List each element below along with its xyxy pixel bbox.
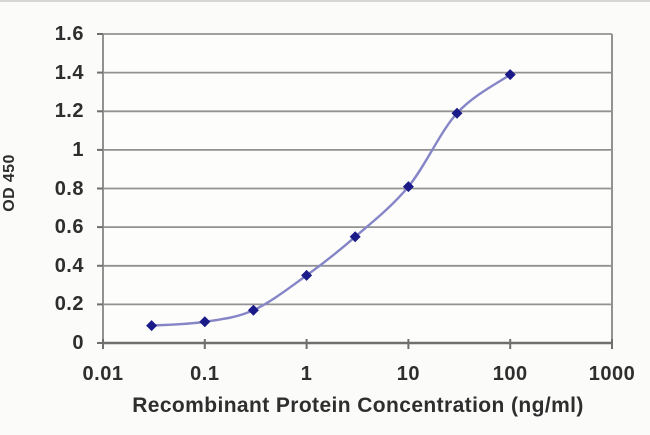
y-tick-label: 0.6	[54, 216, 84, 239]
data-point-marker	[402, 181, 414, 193]
data-point-marker	[199, 316, 211, 328]
y-tick-label: 0.8	[54, 177, 84, 200]
x-tick-label: 10	[396, 363, 421, 385]
x-tick-label: 100	[492, 363, 528, 385]
data-point-marker	[504, 69, 516, 81]
x-tick-label: 0.01	[82, 363, 124, 385]
y-tick-label: 1.4	[54, 61, 84, 84]
x-axis-label: Recombinant Protein Concentration (ng/ml…	[132, 394, 584, 417]
y-tick-label: 1	[72, 138, 84, 161]
x-tick-label: 1000	[588, 363, 636, 385]
data-point-marker	[451, 107, 463, 119]
y-tick-label: 0	[72, 332, 84, 354]
y-tick-label: 1.6	[54, 23, 84, 45]
y-axis-label: OD 450	[1, 154, 18, 212]
y-tick-label: 1.2	[54, 100, 84, 123]
y-tick-label: 0.4	[54, 254, 84, 277]
data-point-marker	[146, 320, 158, 332]
data-point-marker	[301, 269, 313, 281]
x-tick-label: 1	[300, 363, 313, 385]
data-point-marker	[349, 231, 361, 243]
x-tick-label: 0.1	[190, 363, 220, 385]
data-point-marker	[247, 304, 259, 316]
y-tick-label: 0.2	[54, 293, 84, 316]
